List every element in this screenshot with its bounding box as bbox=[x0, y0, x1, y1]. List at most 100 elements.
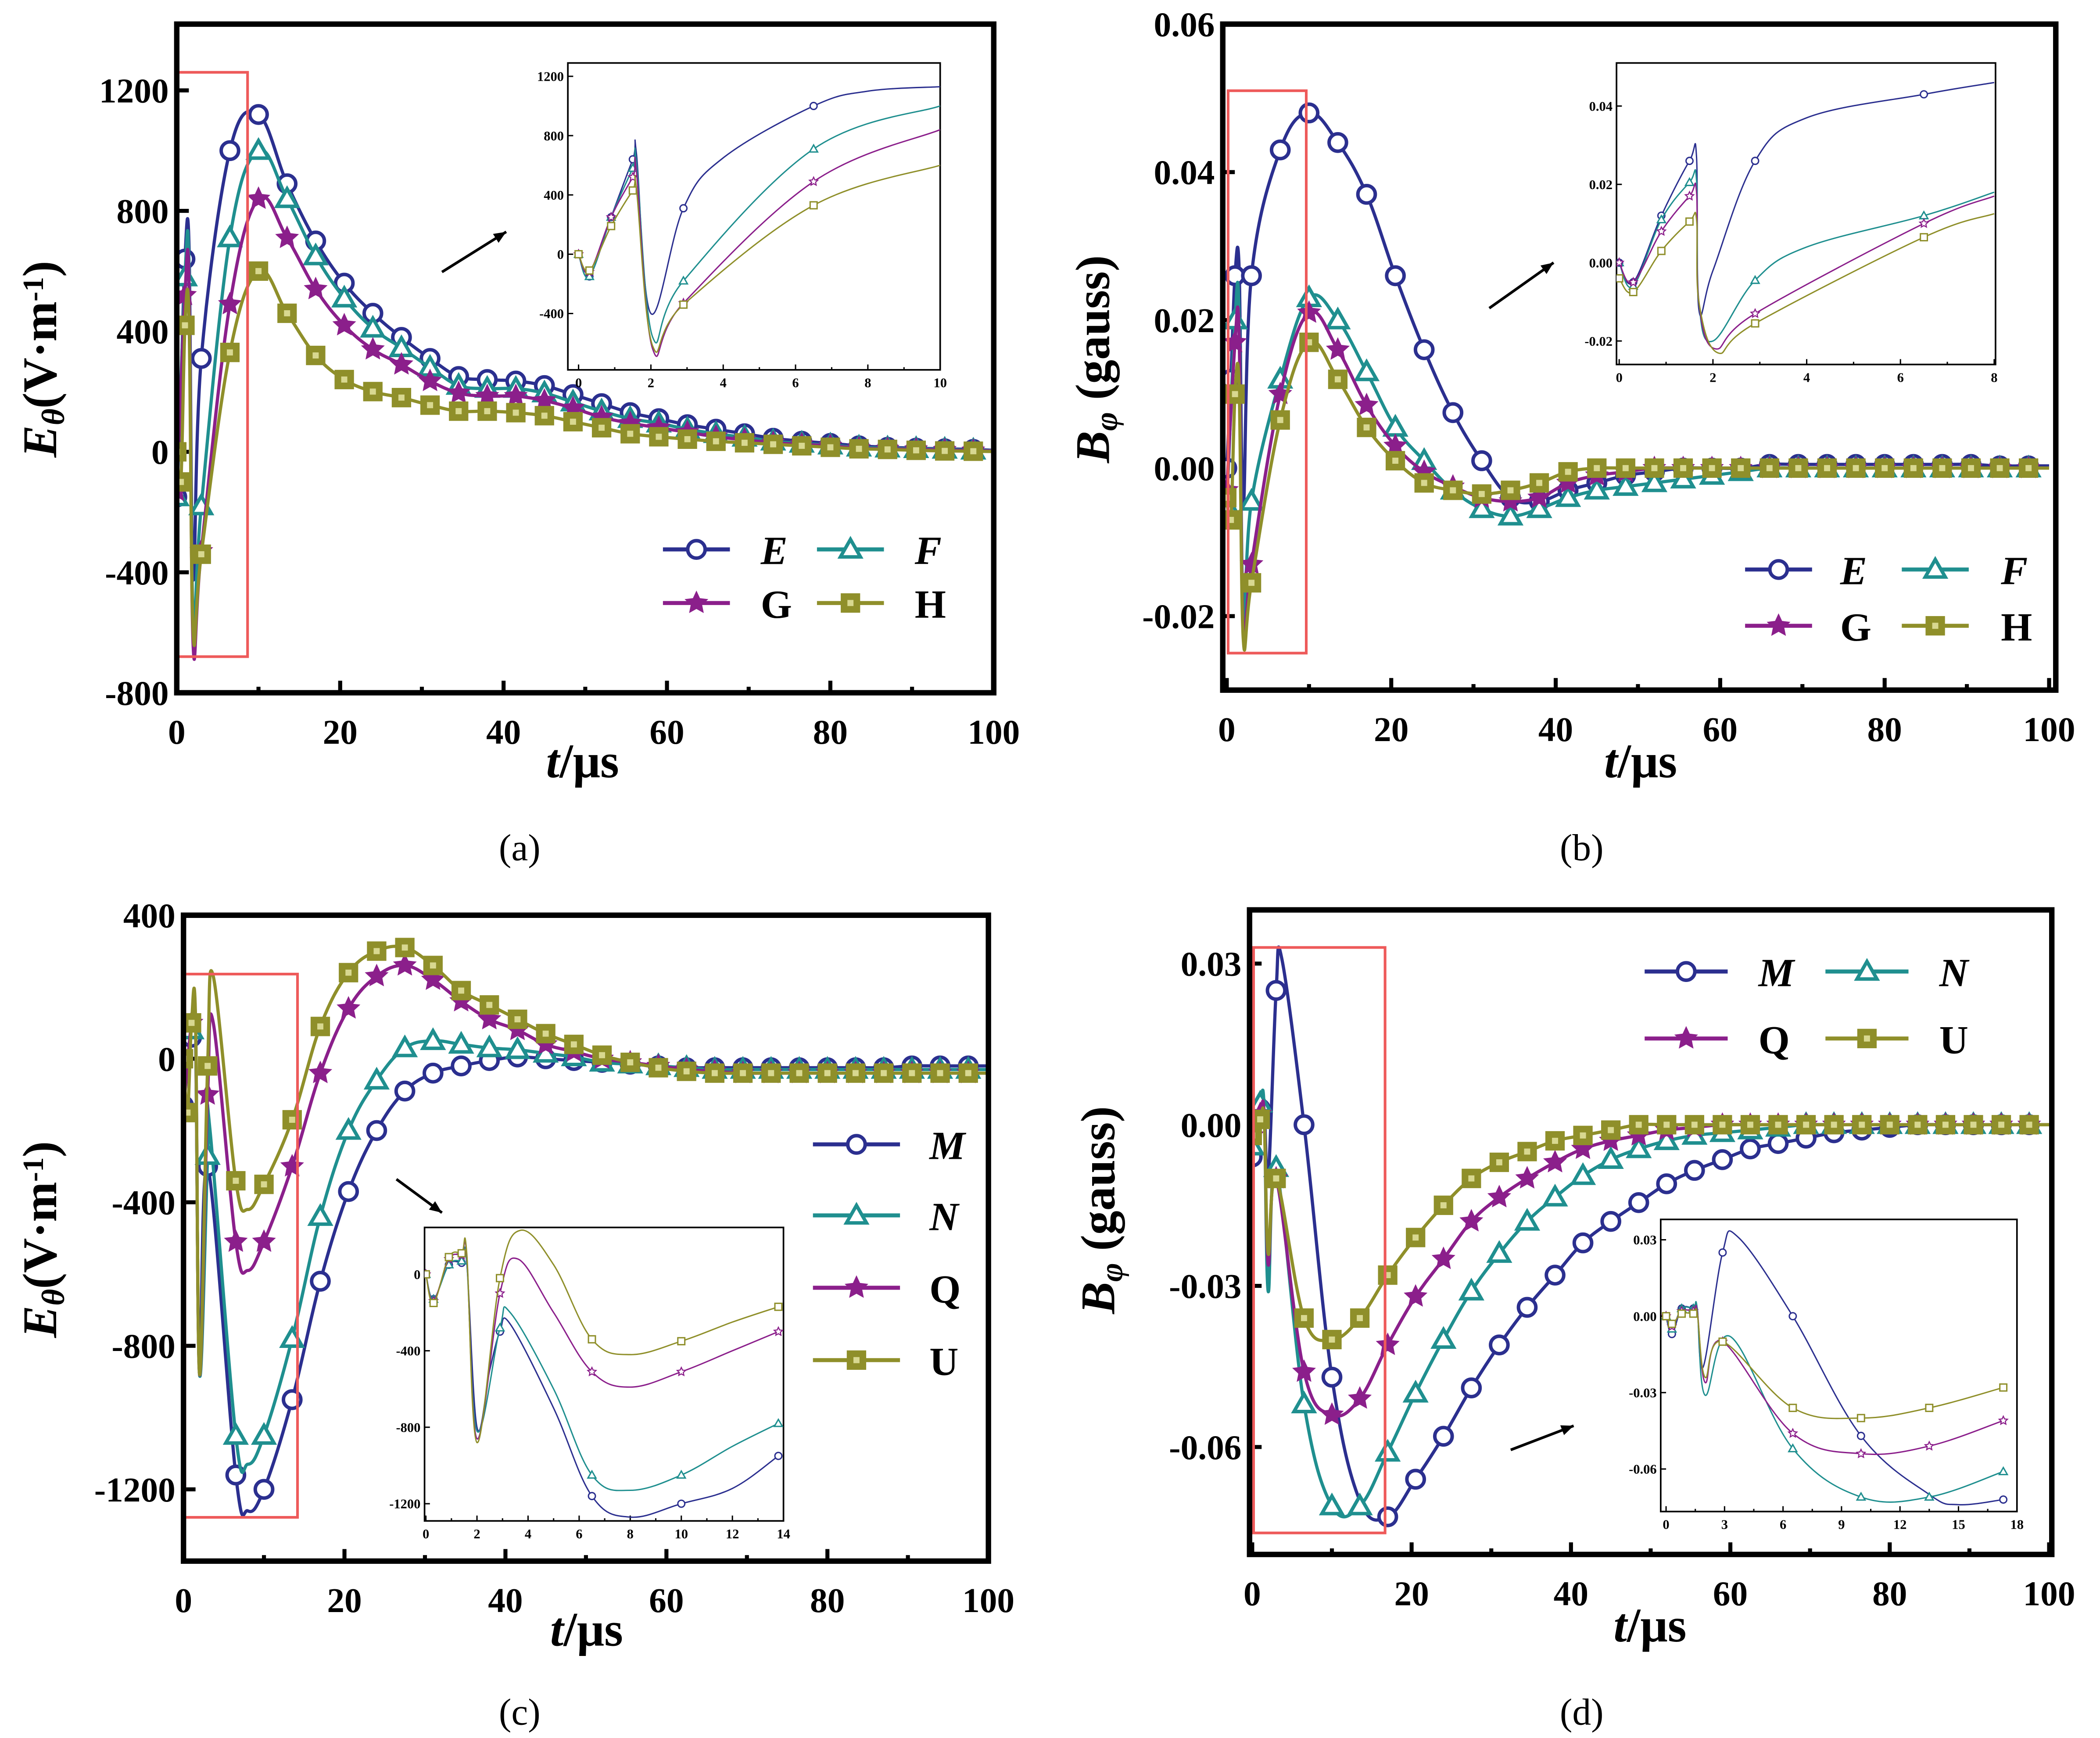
square-marker-center bbox=[627, 1059, 634, 1066]
x-axis-label: t/μs bbox=[1604, 734, 1677, 788]
square-marker-center bbox=[398, 394, 405, 401]
y-axis-label-unit: (gauss) bbox=[1066, 255, 1119, 412]
y-axis-label-unit: (gauss) bbox=[1072, 1106, 1125, 1263]
data-point-F bbox=[584, 271, 595, 280]
data-point-H bbox=[1241, 573, 1261, 593]
inset-frame bbox=[1616, 62, 1996, 366]
x-tick-label: 0 bbox=[175, 1581, 192, 1620]
y-tick-label: -800 bbox=[111, 1327, 175, 1366]
data-point-U bbox=[930, 1063, 950, 1083]
x-tick-label: 10 bbox=[674, 1527, 688, 1541]
x-tick-label: 20 bbox=[327, 1581, 362, 1620]
series-line-H bbox=[1225, 340, 2050, 652]
square-marker-center bbox=[401, 944, 408, 951]
data-point-F bbox=[1684, 177, 1695, 186]
data-point-U bbox=[226, 1171, 246, 1191]
y-tick-label: -0.03 bbox=[1169, 1267, 1241, 1306]
series-H bbox=[176, 261, 994, 647]
y-axis-label-sub: φ bbox=[1094, 1263, 1129, 1282]
data-point-F bbox=[1238, 487, 1265, 511]
square-marker-center bbox=[1803, 1122, 1810, 1128]
data-point-F bbox=[1555, 484, 1581, 507]
square-marker-center bbox=[713, 438, 719, 444]
data-point-U bbox=[902, 1063, 922, 1083]
data-point-U bbox=[1925, 1404, 1934, 1412]
square-marker-center bbox=[711, 1070, 718, 1076]
data-point-N bbox=[1486, 1240, 1512, 1263]
data-point-N bbox=[335, 1117, 362, 1140]
y-tick-label: -800 bbox=[396, 1420, 420, 1435]
data-point-N bbox=[1402, 1380, 1429, 1403]
square-marker-center bbox=[1552, 1138, 1558, 1144]
legend-entry-M: M bbox=[813, 1123, 966, 1168]
data-point-N bbox=[1626, 1135, 1652, 1158]
data-point-E bbox=[1413, 339, 1435, 360]
data-point-H bbox=[1328, 369, 1348, 389]
series-U bbox=[1662, 1308, 2008, 1423]
data-point-U bbox=[1667, 1319, 1676, 1328]
legend-entry-Q: Q bbox=[813, 1266, 961, 1311]
x-tick-label: 4 bbox=[525, 1527, 531, 1541]
square-marker-center bbox=[1651, 465, 1658, 471]
y-tick-label: 1200 bbox=[537, 69, 564, 84]
data-point-N bbox=[1788, 1443, 1798, 1452]
panel-d: 0 20 40 60 80 100 -0.06 -0.03 0.00 0.03 0 3 6 9 12 15 18… bbox=[1072, 907, 2075, 1733]
data-point-N bbox=[448, 1031, 474, 1054]
square-marker-center bbox=[1914, 1122, 1921, 1128]
x-tick-label: 0 bbox=[168, 713, 186, 752]
data-point-N bbox=[1430, 1326, 1457, 1349]
y-tick-label: -400 bbox=[105, 554, 168, 592]
x-tick-label: 0 bbox=[1218, 710, 1236, 749]
square-marker-center bbox=[1421, 480, 1427, 486]
data-point-G bbox=[1628, 276, 1639, 287]
data-point-M bbox=[1999, 1495, 2008, 1504]
square-marker-center bbox=[881, 1070, 887, 1076]
x-tick-label: 0 bbox=[575, 376, 582, 391]
data-point-F bbox=[1641, 469, 1668, 492]
legend-entry-N: N bbox=[813, 1194, 960, 1239]
data-point-G bbox=[1656, 226, 1667, 236]
x-tick-label: 0 bbox=[1663, 1517, 1669, 1532]
y-axis-label: Bφ (gauss) bbox=[1066, 255, 1124, 464]
x-tick-label: 60 bbox=[1703, 710, 1738, 749]
data-point-M bbox=[310, 1271, 331, 1292]
legend-marker-triangle bbox=[1922, 556, 1949, 579]
data-point-H bbox=[1731, 458, 1751, 478]
legend-entry-N: N bbox=[1825, 950, 1970, 995]
panel-a: 0 20 40 60 80 100 -800 -400 0 400 800 1200 0 2 4 6 8 10 -4… bbox=[13, 21, 1020, 869]
square-marker-center bbox=[1998, 1122, 2004, 1128]
square-marker-center bbox=[1766, 465, 1773, 471]
data-point-M bbox=[1740, 1138, 1761, 1160]
y-tick-label: 0.00 bbox=[1154, 449, 1215, 488]
square-marker-center bbox=[1738, 465, 1744, 471]
data-point-G bbox=[1918, 218, 1929, 228]
x-tick-label: 40 bbox=[1538, 710, 1573, 749]
data-point-G bbox=[1749, 308, 1761, 319]
y-axis-label-main: E bbox=[13, 425, 67, 458]
square-marker-center bbox=[1565, 469, 1571, 475]
panel-caption: (c) bbox=[499, 1691, 541, 1733]
square-marker-center bbox=[541, 412, 548, 419]
data-point-F bbox=[1750, 275, 1760, 284]
y-tick-label: 800 bbox=[544, 129, 564, 143]
legend-label: E bbox=[1840, 548, 1867, 593]
square-marker-center bbox=[1910, 465, 1917, 471]
x-tick-label: 60 bbox=[1713, 1575, 1748, 1613]
data-point-U bbox=[1718, 1337, 1727, 1346]
legend-entry-G: G bbox=[663, 582, 792, 627]
inset-plot: 0 3 6 9 12 15 18 -0.06 -0.03 0.00 0.03 bbox=[1629, 1218, 2024, 1532]
square-marker-center bbox=[1691, 1122, 1698, 1128]
legend-entry-F: F bbox=[1902, 548, 2028, 593]
zoom-region-box bbox=[1226, 89, 1308, 655]
x-tick-label: 100 bbox=[2023, 1575, 2075, 1613]
data-point-F bbox=[217, 224, 243, 247]
data-point-N bbox=[504, 1036, 531, 1059]
square-marker-center bbox=[1273, 1175, 1279, 1182]
x-axis-variable: t bbox=[1613, 1598, 1628, 1652]
data-point-U bbox=[508, 1009, 527, 1029]
data-point-U bbox=[1662, 1312, 1670, 1321]
data-point-M bbox=[1684, 1160, 1705, 1181]
square-marker-center bbox=[1939, 465, 1946, 471]
data-point-G bbox=[606, 211, 616, 222]
square-marker-center bbox=[598, 424, 605, 431]
